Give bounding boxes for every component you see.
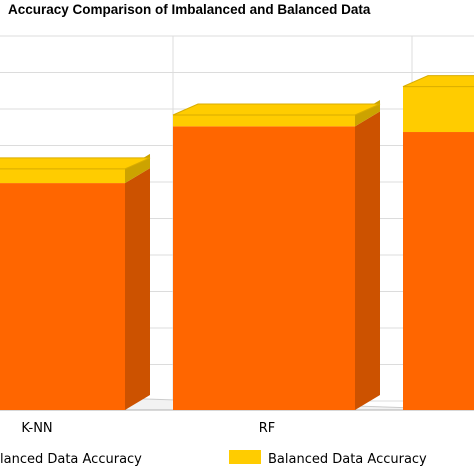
x-tick-label: K-NN: [21, 421, 52, 436]
category-tick-labels: K-NN RF: [21, 421, 275, 436]
legend-swatch-balanced: [229, 450, 261, 464]
chart-title: Accuracy Comparison of Imbalanced and Ba…: [8, 2, 371, 17]
bar-balanced: [403, 86, 474, 133]
bar-side-imbalanced: [355, 111, 380, 410]
bars: [0, 75, 474, 410]
legend: lanced Data Accuracy Balanced Data Accura…: [0, 450, 427, 467]
legend-label-2: Balanced Data Accuracy: [268, 452, 427, 467]
x-tick-label: RF: [259, 421, 276, 436]
bar-imbalanced: [0, 183, 125, 410]
bar-side-imbalanced: [125, 168, 150, 410]
legend-label-1: lanced Data Accuracy: [0, 452, 142, 467]
bar-top-face: [172, 103, 381, 116]
bar-balanced: [173, 115, 355, 127]
bar-imbalanced: [403, 132, 474, 410]
bar-imbalanced: [173, 126, 355, 410]
bar-top-face: [0, 157, 151, 170]
bar-top-face: [402, 75, 474, 88]
bar-balanced: [0, 168, 125, 184]
